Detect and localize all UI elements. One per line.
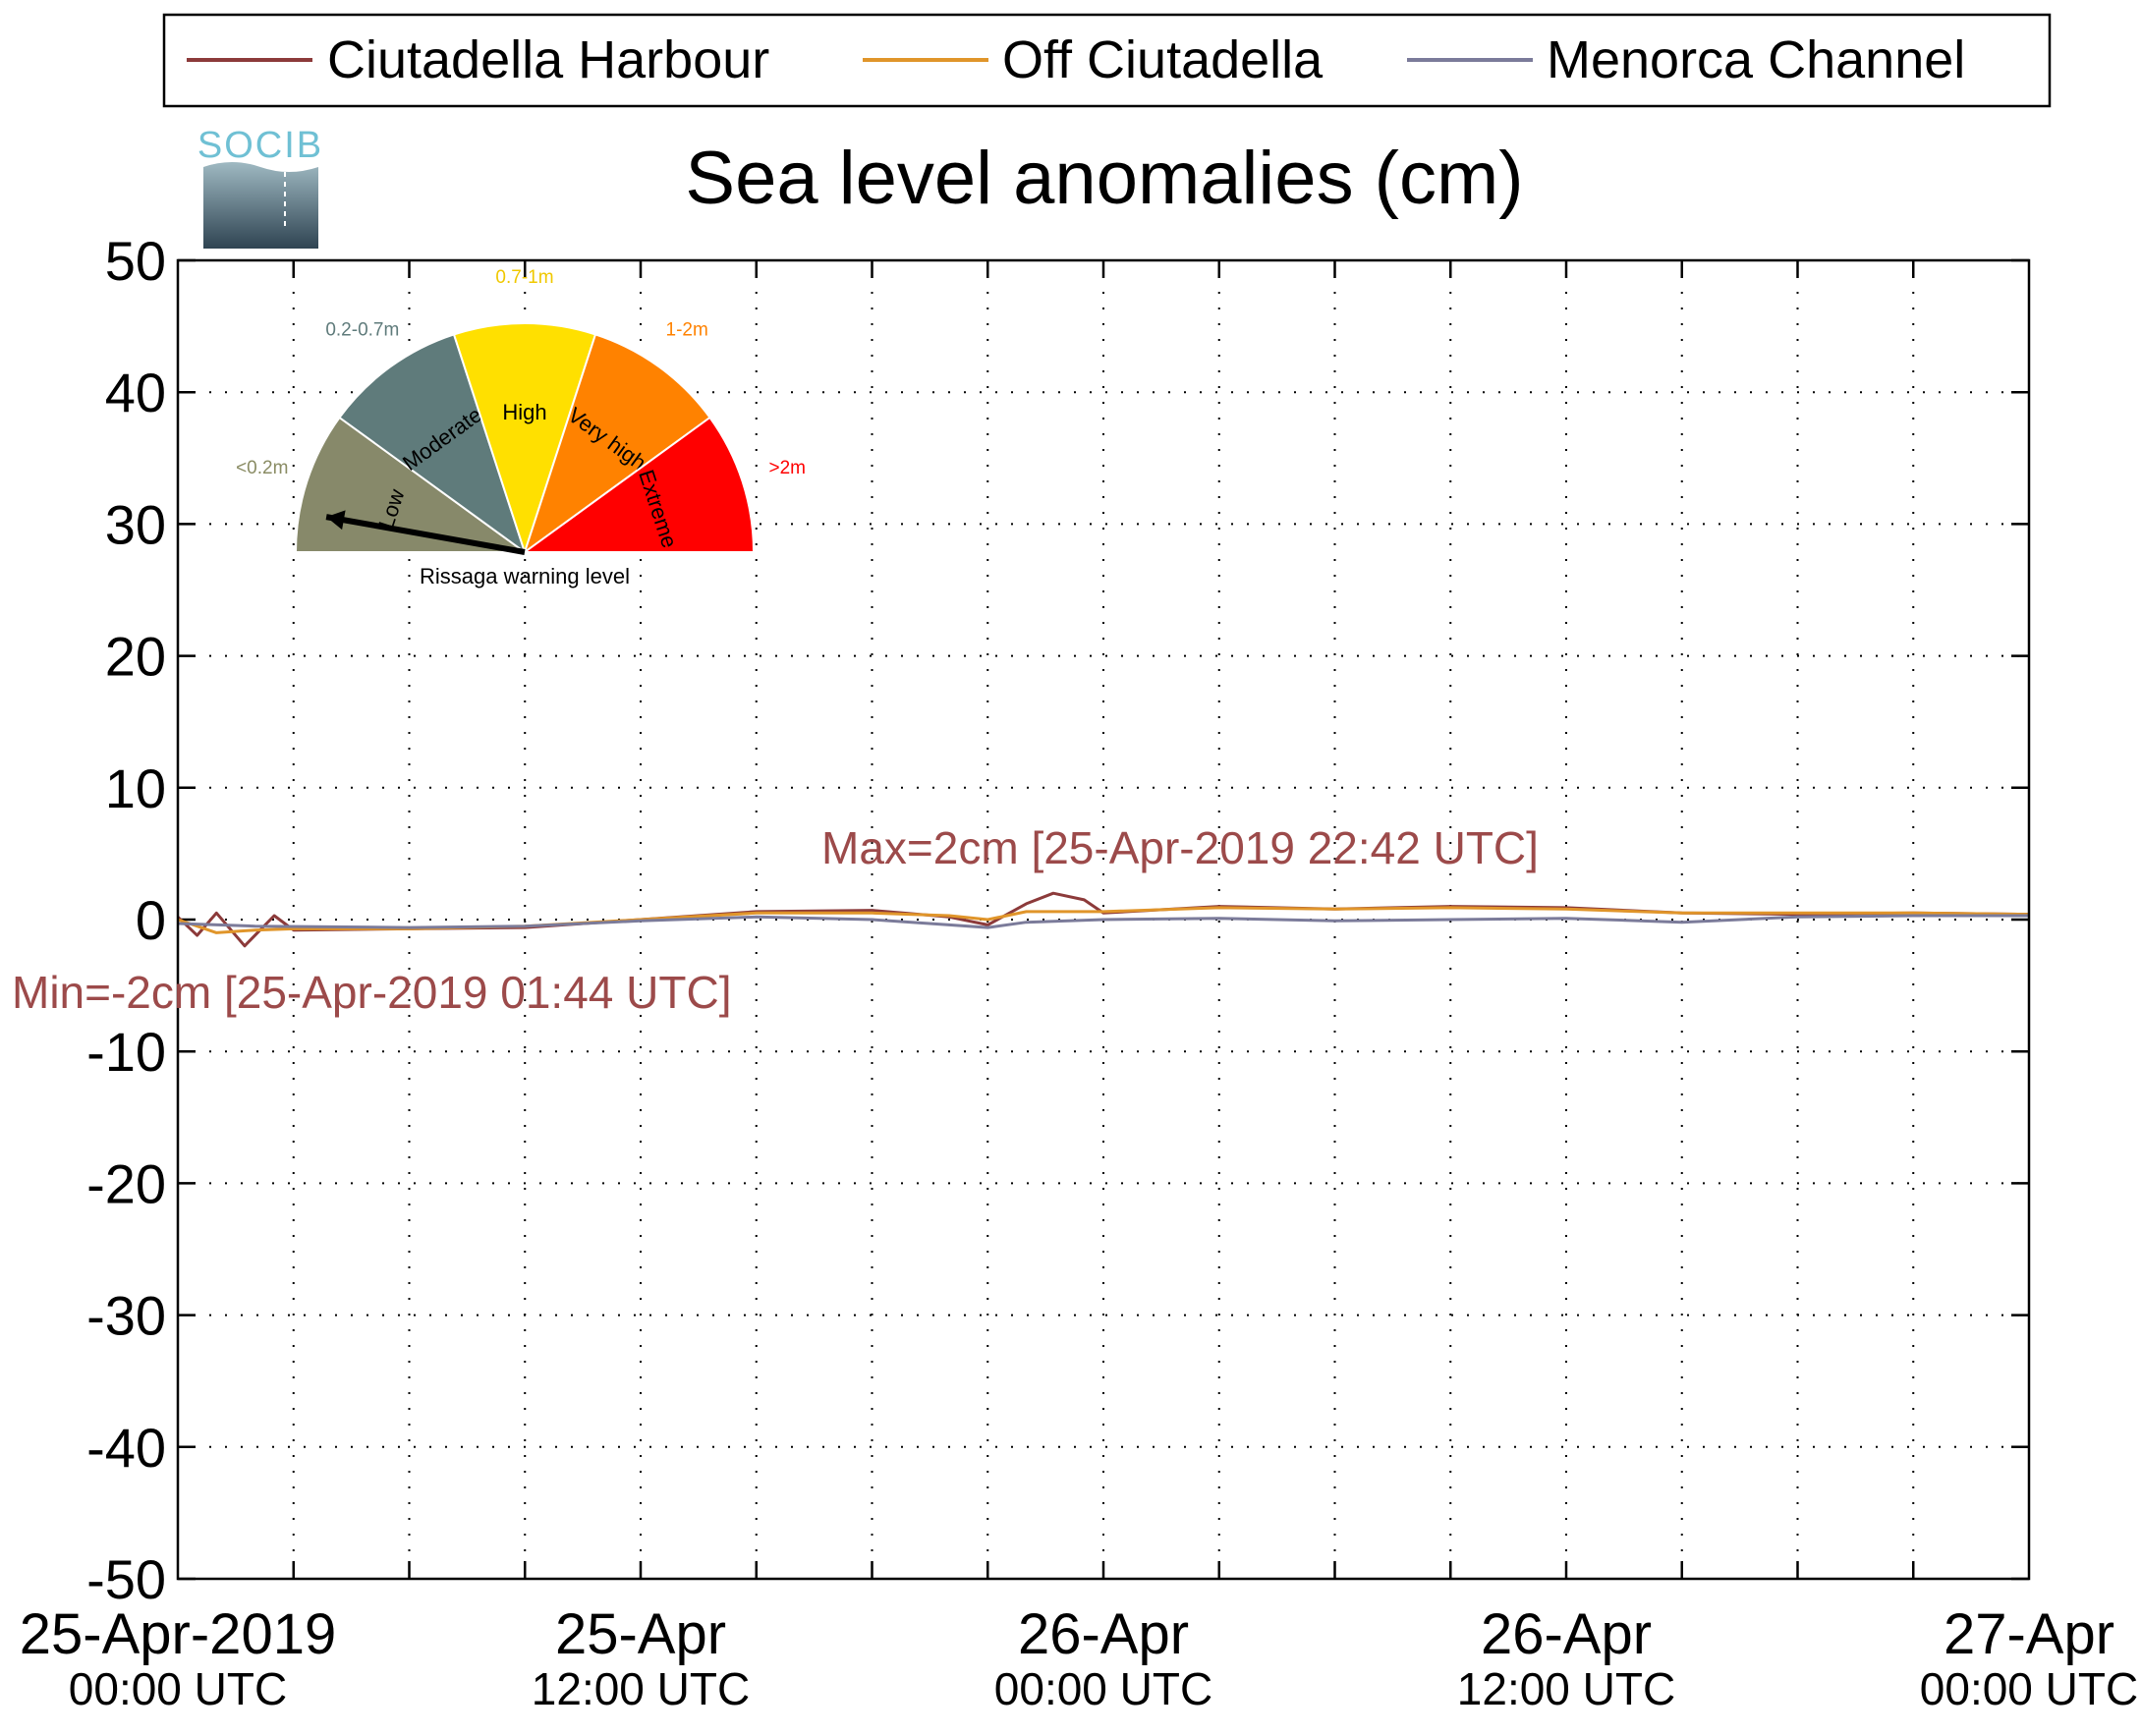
y-tick-label: 30 bbox=[105, 493, 166, 555]
x-tick-label-date: 27-Apr bbox=[1944, 1602, 2114, 1666]
annotation-max: Max=2cm [25-Apr-2019 22:42 UTC] bbox=[821, 822, 1539, 873]
x-tick-label-time: 12:00 UTC bbox=[532, 1663, 750, 1714]
gauge-segment-low bbox=[294, 416, 529, 553]
gauge-range-high: 0.7-1m bbox=[495, 267, 553, 288]
x-tick-label-time: 12:00 UTC bbox=[1457, 1663, 1675, 1714]
gauge-segment-extreme bbox=[521, 416, 756, 553]
x-tick-label-date: 26-Apr bbox=[1018, 1602, 1189, 1666]
socib-logo: SOCIB bbox=[197, 125, 323, 249]
annotation-min: Min=-2cm [25-Apr-2019 01:44 UTC] bbox=[12, 967, 731, 1018]
socib-logo-text: SOCIB bbox=[197, 125, 323, 166]
legend-box bbox=[162, 13, 2052, 108]
gauge-needle-head bbox=[326, 510, 346, 531]
series-line-menorca-channel bbox=[177, 914, 2029, 929]
y-tick-label: 50 bbox=[105, 230, 166, 292]
gauge-range-very-high: 1-2m bbox=[666, 320, 708, 341]
plot-border bbox=[176, 258, 2031, 1581]
y-tick-label: 10 bbox=[105, 757, 166, 819]
y-tick-label: -50 bbox=[86, 1548, 166, 1610]
gauge-needle bbox=[325, 514, 526, 555]
y-tick-label: -20 bbox=[86, 1152, 166, 1214]
gauge-segment-high bbox=[452, 321, 597, 556]
x-tick-label-time: 00:00 UTC bbox=[1920, 1663, 2138, 1714]
y-tick-label: 0 bbox=[136, 889, 166, 951]
y-tick-label: 20 bbox=[105, 626, 166, 688]
axis-ticks bbox=[178, 258, 2029, 1581]
gauge-segment-moderate bbox=[338, 333, 527, 555]
x-tick-label-date: 25-Apr bbox=[555, 1602, 726, 1666]
y-tick-label: -10 bbox=[86, 1021, 166, 1083]
y-tick-label: 40 bbox=[105, 362, 166, 423]
gauge-title: Rissaga warning level bbox=[420, 564, 630, 588]
series-layer bbox=[176, 891, 2030, 948]
y-tick-label: -40 bbox=[86, 1417, 166, 1479]
y-axis-labels: -50 -40 -30 -20 -10 0 10 20 30 40 50 bbox=[86, 230, 166, 1610]
gauge-range-moderate: 0.2-0.7m bbox=[325, 320, 399, 341]
chart-title: Sea level anomalies (cm) bbox=[685, 137, 1523, 220]
gauge-range-extreme: >2m bbox=[768, 458, 806, 478]
legend: Ciutadella Harbour Off Ciutadella Menorc… bbox=[162, 13, 2052, 108]
series-line-off-ciutadella bbox=[177, 906, 2030, 934]
x-tick-label-date: 26-Apr bbox=[1481, 1602, 1652, 1666]
gauge-range-low: <0.2m bbox=[236, 458, 288, 478]
x-tick-label-time: 00:00 UTC bbox=[69, 1663, 287, 1714]
legend-label-off-ciutadella: Off Ciutadella bbox=[1002, 30, 1324, 89]
gauge-segment-very-high bbox=[523, 333, 711, 555]
x-tick-label-time: 00:00 UTC bbox=[994, 1663, 1212, 1714]
legend-label-menorca-channel: Menorca Channel bbox=[1547, 30, 1965, 89]
legend-label-ciutadella-harbour: Ciutadella Harbour bbox=[327, 30, 769, 89]
y-tick-label: -30 bbox=[86, 1285, 166, 1347]
x-tick-label-date: 25-Apr-2019 bbox=[20, 1602, 336, 1666]
gauge-label-high: High bbox=[502, 400, 546, 424]
